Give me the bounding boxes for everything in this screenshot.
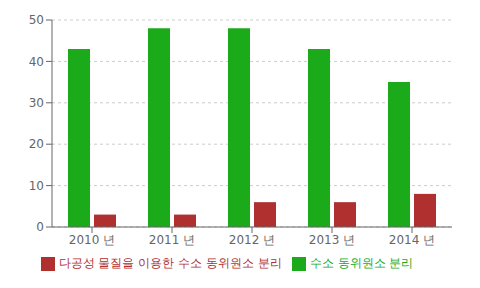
svg-text:2011 년: 2011 년 bbox=[149, 233, 195, 247]
svg-text:2010 년: 2010 년 bbox=[69, 233, 115, 247]
html-text:다공성 물질을 이용한 수소 동위원소 분리: 다공성 물질을 이용한 수소 동위원소 분리 bbox=[58, 256, 282, 270]
svg-text:2013 년: 2013 년 bbox=[309, 233, 355, 247]
svg-text:2014 년: 2014 년 bbox=[389, 233, 435, 247]
html-text:수소 동위원소 분리: 수소 동위원소 분리 bbox=[309, 256, 414, 270]
svg-text:20: 20 bbox=[29, 137, 44, 151]
svg-text:10: 10 bbox=[29, 179, 44, 193]
svg-text:40: 40 bbox=[29, 55, 44, 69]
svg-text:0: 0 bbox=[36, 220, 44, 234]
svg-text:2012 년: 2012 년 bbox=[229, 233, 275, 247]
svg-text:50: 50 bbox=[29, 13, 44, 27]
svg-text:30: 30 bbox=[29, 96, 44, 110]
